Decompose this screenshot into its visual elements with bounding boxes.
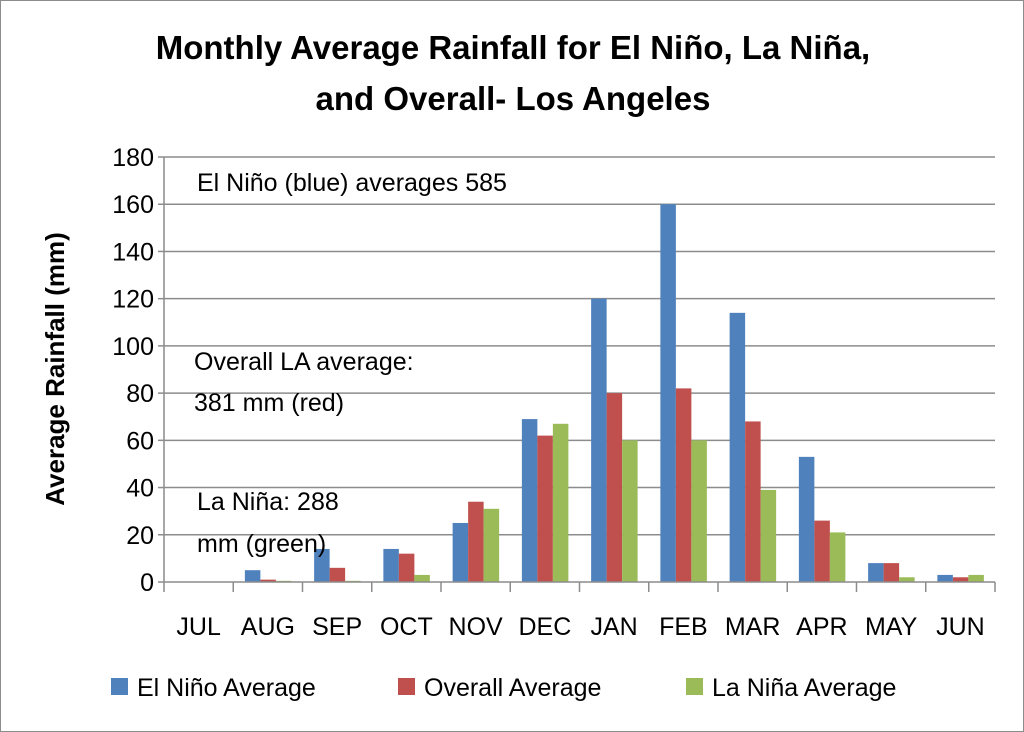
annotation-la-nina-line-2: mm (green) [197, 530, 326, 558]
annotations: El Niño (blue) averages 585 Overall LA a… [194, 169, 507, 558]
bar-el-ni-o-average-may [868, 563, 884, 582]
x-tick-label-aug: AUG [241, 613, 295, 641]
gridlines [164, 156, 995, 536]
bar-overall-average-aug [260, 579, 276, 582]
bar-overall-average-jan [606, 393, 623, 582]
y-tick-label: 20 [126, 522, 154, 550]
bar-la-ni-a-average-mar [760, 489, 777, 582]
bar-overall-average-nov [468, 501, 484, 582]
bar-la-ni-a-average-jun [968, 574, 984, 582]
bar-overall-average-apr [814, 520, 830, 582]
legend-label-1: Overall Average [424, 674, 601, 702]
legend-label-0: El Niño Average [137, 674, 316, 702]
y-tick-label: 60 [126, 427, 154, 455]
bars [244, 204, 984, 582]
x-tick-label-jan: JAN [591, 613, 638, 641]
x-tick-label-jul: JUL [176, 613, 221, 641]
y-tick-label: 160 [112, 191, 154, 219]
bar-overall-average-sep [329, 567, 346, 582]
annotation-la-nina-line-1: La Niña: 288 [197, 488, 339, 516]
x-tick-label-oct: OCT [380, 613, 433, 641]
x-tick-label-jun: JUN [936, 613, 985, 641]
bar-el-ni-o-average-jan [591, 298, 607, 582]
x-tick-label-nov: NOV [449, 613, 504, 641]
legend-swatch-1 [398, 678, 415, 695]
y-tick-label: 0 [140, 569, 154, 597]
x-tick-label-feb: FEB [659, 613, 708, 641]
y-tick-label: 140 [112, 238, 154, 266]
bar-el-ni-o-average-nov [452, 522, 469, 582]
x-tick-label-may: MAY [865, 613, 918, 641]
bar-la-ni-a-average-oct [414, 574, 430, 582]
bar-la-ni-a-average-jan [622, 440, 638, 582]
bar-la-ni-a-average-may [899, 577, 915, 582]
chart-title-line-2: and Overall- Los Angeles [316, 80, 711, 117]
bar-el-ni-o-average-oct [383, 548, 399, 582]
y-tick-label: 180 [112, 144, 154, 172]
x-tick-label-sep: SEP [312, 613, 362, 641]
bar-el-ni-o-average-feb [660, 204, 676, 582]
bar-la-ni-a-average-apr [829, 532, 846, 582]
bar-el-ni-o-average-apr [798, 456, 815, 582]
bar-overall-average-may [883, 563, 900, 582]
x-axis-ticks: JUL AUG SEP OCT NOV DEC JAN FEB MAR APR MAY JUN [163, 582, 996, 641]
bar-overall-average-jun [952, 577, 969, 582]
x-tick-label-apr: APR [796, 613, 847, 641]
y-tick-label: 80 [126, 380, 154, 408]
bar-overall-average-mar [745, 421, 761, 582]
y-tick-label: 40 [126, 475, 154, 503]
bar-el-ni-o-average-jun [937, 574, 953, 582]
y-axis-label: Average Rainfall (mm) [40, 232, 70, 506]
x-tick-label-mar: MAR [725, 613, 781, 641]
bar-overall-average-oct [398, 553, 415, 582]
legend-label-2: La Niña Average [712, 674, 896, 702]
x-tick-label-dec: DEC [518, 613, 571, 641]
bar-el-ni-o-average-dec [521, 419, 538, 582]
y-axis-ticks: 0 20 40 60 80 100 120 140 160 180 [112, 144, 164, 597]
bar-el-ni-o-average-mar [729, 312, 746, 582]
bar-la-ni-a-average-dec [552, 423, 569, 582]
annotation-overall-line-2: 381 mm (red) [194, 389, 344, 417]
y-tick-label: 100 [112, 333, 154, 361]
bar-la-ni-a-average-nov [483, 508, 500, 582]
y-tick-label: 120 [112, 286, 154, 314]
bar-la-ni-a-average-feb [691, 440, 707, 582]
bar-overall-average-feb [675, 388, 692, 582]
legend: El Niño Average Overall Average La Niña Av… [111, 674, 896, 702]
chart-title-line-1: Monthly Average Rainfall for El Niño, La… [156, 29, 870, 66]
annotation-overall-line-1: Overall LA average: [194, 348, 414, 376]
bar-el-ni-o-average-aug [244, 570, 261, 582]
bar-el-ni-o-average-sep [314, 548, 330, 582]
bar-overall-average-dec [537, 435, 553, 582]
annotation-el-nino-line-1: El Niño (blue) averages 585 [197, 169, 507, 197]
legend-swatch-0 [111, 678, 128, 695]
legend-swatch-2 [686, 678, 703, 695]
chart-title: Monthly Average Rainfall for El Niño, La… [156, 29, 870, 117]
